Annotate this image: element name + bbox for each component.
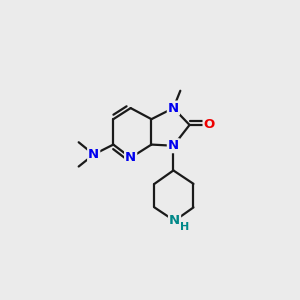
Text: N: N (168, 139, 179, 152)
Text: N: N (168, 102, 179, 115)
Text: H: H (180, 222, 190, 232)
Text: N: N (125, 151, 136, 164)
Text: N: N (169, 214, 180, 227)
Text: N: N (88, 148, 99, 161)
Text: O: O (204, 118, 215, 131)
